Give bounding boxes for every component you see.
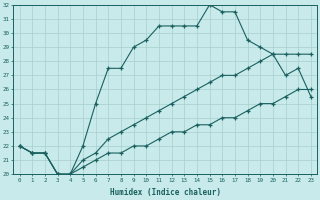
X-axis label: Humidex (Indice chaleur): Humidex (Indice chaleur)	[110, 188, 221, 197]
